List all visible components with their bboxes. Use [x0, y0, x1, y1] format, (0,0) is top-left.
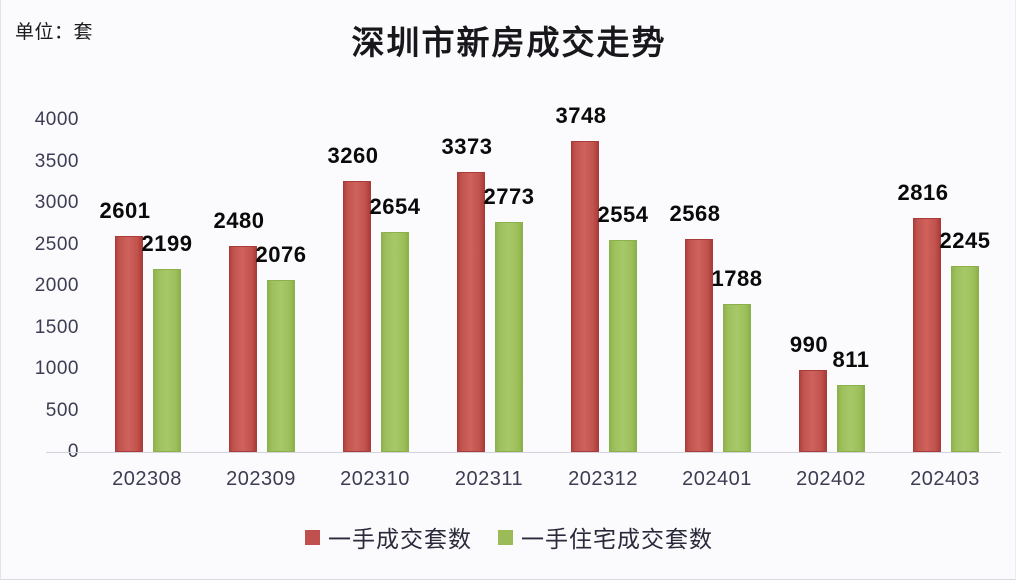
bar-group-202402: 990 811 [790, 120, 875, 452]
value-label-red-202308: 2601 [99, 198, 151, 224]
legend-swatch-icon-green [498, 529, 513, 545]
y-axis-tick-500: 500 [45, 399, 79, 421]
legend-label-1: 一手住宅成交套数 [521, 527, 713, 553]
value-label-red-202401: 2568 [669, 200, 721, 226]
bar-group-202310: 3260 2654 [328, 120, 420, 452]
bar-green-202309[interactable] [267, 279, 295, 452]
unit-label: 单位：套 [15, 21, 94, 43]
value-label-red-202312: 3748 [555, 102, 607, 128]
value-label-green-202309: 2076 [255, 241, 307, 267]
bar-red-202401[interactable] [685, 238, 713, 452]
bar-red-202308[interactable] [115, 236, 143, 452]
y-axis-tick-0: 0 [17, 441, 79, 463]
bar-green-202308[interactable] [153, 269, 181, 452]
bar-green-202310[interactable] [381, 231, 409, 452]
x-axis-tick-202308: 202308 [112, 468, 182, 490]
x-axis-tick-202402: 202402 [796, 468, 866, 490]
bar-group-202401: 2568 1788 [670, 120, 762, 452]
y-axis-tick-3000: 3000 [34, 192, 79, 213]
bar-red-202402[interactable] [799, 369, 827, 452]
bar-group-202308: 2601 2199 [100, 120, 192, 452]
value-label-red-202311: 3373 [441, 134, 493, 160]
value-label-red-202403: 2816 [897, 180, 949, 206]
chart-title: 深圳市新房成交走势 [351, 23, 667, 62]
bar-green-202402[interactable] [837, 384, 865, 452]
y-axis-tick-1000: 1000 [34, 358, 79, 379]
bar-green-202403[interactable] [951, 265, 979, 452]
x-axis-tick-202401: 202401 [682, 468, 752, 490]
y-axis: 4000 3500 3000 2500 2000 1500 1000 500 0 [9, 109, 79, 462]
value-label-green-202311: 2773 [483, 183, 535, 209]
bar-green-202312[interactable] [609, 240, 637, 452]
bar-red-202403[interactable] [913, 218, 941, 452]
bar-red-202309[interactable] [229, 246, 257, 452]
bar-red-202311[interactable] [457, 172, 485, 452]
value-label-green-202402: 811 [832, 346, 870, 372]
x-axis-tick-202311: 202311 [454, 468, 524, 490]
x-axis-baseline [46, 452, 1001, 453]
y-axis-tick-2000: 2000 [34, 275, 79, 296]
value-label-red-202402: 990 [789, 331, 829, 357]
bar-group-202309: 2480 2076 [214, 120, 306, 452]
bar-red-202310[interactable] [343, 181, 371, 452]
bar-red-202312[interactable] [571, 140, 599, 452]
y-axis-tick-2500: 2500 [34, 233, 79, 255]
value-label-red-202310: 3260 [327, 143, 379, 169]
chart-legend: 一手成交套数 一手住宅成交套数 [1, 520, 1015, 554]
value-label-green-202401: 1788 [711, 265, 763, 291]
y-axis-tick-1500: 1500 [34, 316, 79, 338]
legend-label-0: 一手成交套数 [328, 527, 472, 553]
bar-group-202311: 3373 2773 [442, 120, 534, 452]
bar-group-202403: 2816 2245 [898, 120, 990, 452]
plot-area: 2601 2199 2480 2076 3260 2654 3373 2773 3748 2554… [87, 103, 1001, 452]
value-label-green-202312: 2554 [597, 202, 649, 228]
value-label-red-202309: 2480 [213, 208, 265, 234]
bar-green-202401[interactable] [723, 303, 751, 452]
value-label-green-202403: 2245 [939, 227, 991, 253]
y-axis-tick-4000: 4000 [34, 109, 79, 130]
bar-group-202312: 3748 2554 [556, 103, 648, 452]
x-axis-tick-202309: 202309 [226, 468, 296, 490]
bar-green-202311[interactable] [495, 221, 523, 452]
legend-item-1[interactable]: 一手住宅成交套数 [498, 520, 713, 554]
y-axis-tick-3500: 3500 [34, 150, 79, 172]
x-axis-tick-202312: 202312 [568, 468, 638, 490]
x-axis-tick-202310: 202310 [340, 468, 410, 490]
x-axis-tick-202403: 202403 [910, 468, 980, 490]
value-label-green-202310: 2654 [369, 193, 421, 219]
legend-swatch-icon-red [305, 529, 320, 545]
legend-item-0[interactable]: 一手成交套数 [305, 520, 472, 554]
value-label-green-202308: 2199 [141, 231, 193, 257]
